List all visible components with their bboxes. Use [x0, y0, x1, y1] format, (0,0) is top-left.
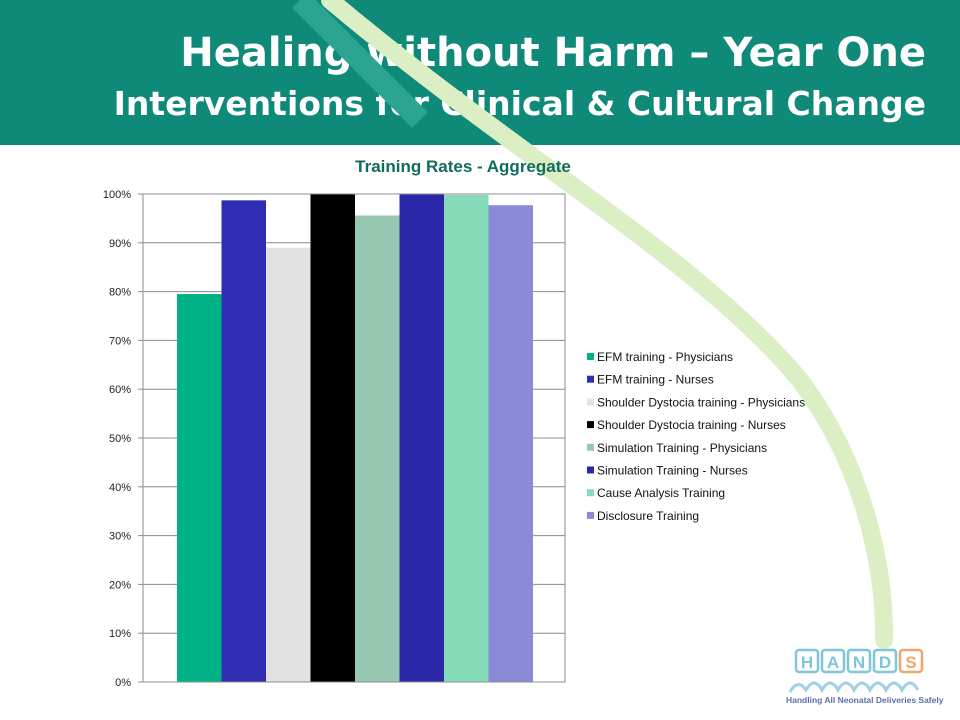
y-tick-label: 100% [103, 189, 131, 201]
logo-letter: D [879, 653, 891, 672]
y-tick-label: 20% [109, 579, 131, 591]
slide-subtitle: Interventions for Clinical & Cultural Ch… [113, 84, 926, 123]
bar [488, 205, 533, 682]
bar [221, 200, 266, 682]
y-axis-ticks: 0% 10% 20% 30% 40% 50% 60% 70% 80% 90% 100% [103, 189, 131, 689]
y-tick-label: 80% [109, 287, 131, 299]
legend-swatch [587, 511, 594, 519]
logo-letter-block [820, 648, 846, 674]
bars [177, 194, 533, 683]
y-tick-label: 10% [109, 628, 131, 640]
logo-letter: S [905, 653, 916, 672]
bar [266, 247, 311, 682]
logo-letter-block [794, 648, 820, 674]
bar [444, 194, 489, 682]
y-tick-label: 90% [109, 238, 131, 250]
legend-swatch [587, 443, 594, 451]
legend-swatch [587, 398, 594, 406]
legend-label: Shoulder Dystocia training - Nurses [597, 418, 786, 432]
legend: EFM training - Physicians EFM training - … [587, 350, 805, 523]
y-tick-label: 70% [109, 335, 131, 347]
y-tick-label: 0% [115, 677, 131, 689]
legend-label: EFM training - Physicians [597, 350, 733, 364]
legend-swatch [587, 375, 594, 383]
bar [355, 215, 400, 683]
y-tick-label: 40% [109, 482, 131, 494]
y-tick-label: 60% [109, 384, 131, 396]
bar [310, 194, 355, 682]
logo-letter-block [898, 648, 924, 674]
logo-letter: N [853, 653, 865, 672]
legend-swatch [587, 489, 594, 497]
bar [177, 294, 222, 682]
legend-label: Simulation Training - Physicians [597, 441, 767, 455]
y-tick-label: 30% [109, 531, 131, 543]
legend-label: Disclosure Training [597, 509, 699, 523]
logo-letter: A [827, 653, 839, 672]
legend-label: Shoulder Dystocia training - Physicians [597, 395, 805, 409]
slide-title: Healing without Harm – Year One [180, 30, 926, 76]
y-tick-label: 50% [109, 433, 131, 445]
chart-title: Training Rates - Aggregate [355, 157, 571, 176]
logo-letter: H [801, 653, 813, 672]
legend-swatch [587, 466, 594, 474]
logo-letter-block [872, 648, 898, 674]
logo-tagline: Handling All Neonatal Deliveries Safely [786, 695, 944, 705]
legend-swatch [587, 421, 594, 429]
legend-label: Simulation Training - Nurses [597, 464, 748, 478]
plot-area-border [142, 193, 566, 683]
logo-letter-block [846, 648, 872, 674]
legend-label: EFM training - Nurses [597, 373, 714, 387]
legend-swatch [587, 353, 594, 360]
legend-label: Cause Analysis Training [597, 486, 725, 500]
bar [399, 194, 444, 682]
